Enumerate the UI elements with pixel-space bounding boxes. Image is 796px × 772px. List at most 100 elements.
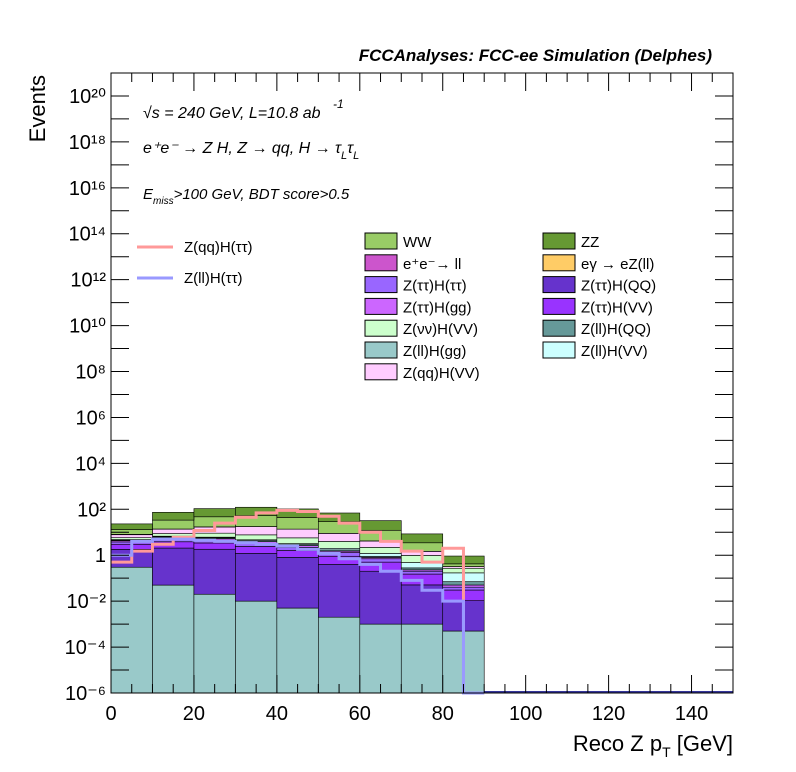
legend-label: Z(qq)H(ττ): [184, 239, 253, 256]
y-tick-label: 10¹⁸: [69, 132, 106, 154]
legend-label: eγ → eZ(ll): [581, 256, 654, 273]
x-tick-label: 100: [509, 703, 542, 725]
bar: [152, 584, 195, 694]
bar: [359, 570, 402, 625]
annotation-process: e⁺e⁻ → Z H, Z → qq, H → τLτL: [143, 140, 359, 162]
y-tick-label: 10²: [77, 499, 106, 521]
bar: [359, 520, 402, 531]
annotation-block: √s = 240 GeV, L=10.8 ab -1 e⁺e⁻ → Z H, Z…: [143, 97, 359, 207]
x-tick-label: 20: [183, 703, 205, 725]
legend: Z(qq)H(ττ) Z(ll)H(ττ) WW e⁺e⁻→ ll Z(ττ)H(ττ)…: [137, 232, 656, 382]
legend-label: Z(ττ)H(QQ): [581, 278, 656, 295]
legend-swatch: [542, 319, 576, 337]
y-tick-label: 10¹⁴: [69, 224, 107, 246]
bar: [193, 548, 236, 595]
bar: [193, 508, 236, 518]
bar: [318, 541, 361, 549]
y-tick-label: 10⁻⁶: [65, 683, 106, 705]
legend-swatch: [364, 232, 398, 250]
bar: [235, 534, 278, 541]
bar: [152, 512, 195, 521]
legend-swatch: [364, 341, 398, 359]
x-tick-label: 120: [592, 703, 625, 725]
legend-label: Z(ll)H(QQ): [581, 321, 651, 338]
legend-swatch: [542, 254, 576, 272]
legend-label: e⁺e⁻→ ll: [403, 256, 461, 273]
legend-label: Z(ll)H(gg): [403, 343, 466, 360]
bar: [152, 519, 195, 530]
y-tick-label: 10¹²: [70, 270, 106, 292]
x-axis-label: Reco Z pT [GeV]: [573, 731, 733, 760]
axes: 0 20 40 60 80 100 120 140 10⁻⁶ 10⁻⁴ 10⁻² 1 10² 10⁴ 10⁶…: [65, 72, 734, 725]
bar: [400, 570, 444, 575]
bar: [235, 526, 278, 536]
legend-label: WW: [403, 234, 432, 251]
bar: [235, 546, 278, 554]
legend-swatch: [364, 276, 398, 294]
signal-line-1: [111, 537, 485, 695]
annotation-cuts: Emiss>100 GeV, BDT score>0.5: [143, 186, 350, 207]
bar: [359, 623, 402, 694]
bar: [276, 550, 319, 558]
chart-title: FCCAnalyses: FCC-ee Simulation (Delphes): [359, 46, 713, 65]
bar: [359, 553, 402, 557]
bar: [152, 528, 195, 534]
y-tick-label: 10⁸: [75, 362, 106, 384]
bar: [276, 607, 319, 694]
y-tick-label: 1: [95, 545, 106, 567]
bar: [318, 533, 361, 542]
bar: [110, 566, 153, 694]
stacked-histogram: [110, 506, 485, 694]
legend-swatch: [364, 254, 398, 272]
annotation-energy-sup: -1: [333, 97, 344, 111]
bar: [110, 534, 153, 538]
legend-label: Z(ll)H(VV): [581, 343, 648, 360]
bar: [276, 537, 319, 544]
legend-label: Z(νν)H(VV): [403, 321, 478, 338]
bar: [152, 547, 195, 586]
legend-swatch: [364, 297, 398, 315]
legend-swatch: [542, 341, 576, 359]
x-tick-label: 140: [675, 703, 708, 725]
bar: [359, 547, 402, 554]
series-0: [110, 566, 485, 694]
y-tick-label: 10⁻²: [67, 591, 107, 613]
legend-label: Z(ll)H(ττ): [184, 270, 243, 287]
bar: [110, 523, 153, 530]
x-tick-label: 40: [266, 703, 288, 725]
legend-swatch: [542, 297, 576, 315]
bar: [152, 533, 195, 537]
bar: [318, 564, 361, 618]
legend-swatch: [542, 276, 576, 294]
y-tick-label: 10⁻⁴: [65, 637, 106, 659]
legend-label: Z(qq)H(VV): [403, 365, 480, 382]
x-tick-label: 80: [432, 703, 454, 725]
legend-swatch: [364, 363, 398, 381]
bar: [276, 517, 319, 530]
y-tick-label: 10¹⁶: [69, 178, 106, 200]
bar: [235, 600, 278, 694]
legend-label: Z(ττ)H(ττ): [403, 278, 467, 295]
legend-label: ZZ: [581, 234, 599, 251]
bar: [276, 557, 319, 609]
bar: [235, 553, 278, 602]
bar: [359, 558, 402, 563]
bar: [318, 616, 361, 694]
y-tick-label: 10¹⁰: [69, 316, 106, 338]
x-tick-label: 60: [349, 703, 371, 725]
y-axis-label: Events: [25, 75, 50, 142]
legend-label: Z(ττ)H(VV): [581, 299, 653, 316]
annotation-energy: √s = 240 GeV, L=10.8 ab: [143, 105, 321, 122]
y-tick-label: 10²⁰: [69, 86, 106, 108]
bar: [400, 533, 444, 544]
legend-swatch: [542, 232, 576, 250]
bar: [276, 528, 319, 539]
y-tick-label: 10⁴: [75, 453, 106, 475]
bar: [400, 623, 444, 694]
legend-swatch: [364, 319, 398, 337]
bar: [193, 542, 236, 550]
x-tick-label: 0: [105, 703, 116, 725]
legend-label: Z(ττ)H(gg): [403, 299, 472, 316]
bar: [193, 593, 236, 694]
